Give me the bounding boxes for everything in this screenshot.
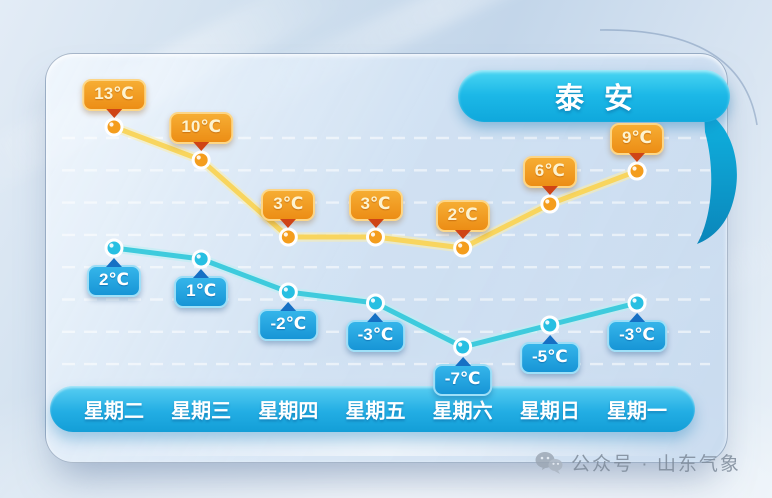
point-highlight bbox=[458, 342, 463, 347]
weekday-label: 星期五 bbox=[345, 400, 406, 423]
weekday-label: 星期二 bbox=[84, 400, 144, 423]
point-highlight bbox=[109, 122, 114, 127]
wechat-icon bbox=[535, 451, 563, 474]
point-highlight bbox=[283, 232, 288, 237]
low-temp-point bbox=[453, 337, 473, 357]
point-highlight bbox=[109, 243, 114, 248]
point-highlight bbox=[545, 320, 550, 325]
high-temp-point bbox=[366, 227, 385, 247]
high-temp-point bbox=[627, 161, 647, 181]
low-temp-point bbox=[191, 249, 211, 269]
point-highlight bbox=[370, 232, 376, 237]
high-temp-point bbox=[453, 238, 473, 258]
point-highlight bbox=[545, 199, 550, 204]
low-temp-point bbox=[627, 293, 647, 313]
weekday-label: 星期一 bbox=[607, 400, 667, 423]
high-temp-point bbox=[104, 117, 124, 137]
point-highlight bbox=[632, 298, 637, 303]
point-highlight bbox=[196, 254, 201, 259]
point-highlight bbox=[458, 243, 463, 248]
point-highlight bbox=[283, 287, 288, 292]
low-temp-point bbox=[366, 293, 385, 313]
low-temp-point bbox=[540, 315, 560, 335]
watermark-text: 公众号 · 山东气象 bbox=[571, 454, 741, 475]
high-temp-point bbox=[278, 227, 298, 247]
weekday-label: 星期三 bbox=[171, 400, 232, 423]
point-highlight bbox=[370, 298, 376, 303]
point-highlight bbox=[632, 166, 637, 171]
weekday-label: 星期六 bbox=[432, 400, 493, 423]
city-banner: 泰安 bbox=[458, 70, 730, 122]
weekday-axis: 星期二 星期三 星期四 星期五 星期六 星期日 星期一 bbox=[50, 386, 695, 432]
high-temp-point bbox=[540, 194, 560, 214]
watermark: 公众号 · 山东气象 bbox=[534, 449, 741, 476]
low-temp-point bbox=[104, 238, 124, 258]
city-name: 泰安 bbox=[554, 83, 653, 115]
high-temp-point bbox=[191, 150, 211, 170]
weekday-label: 星期日 bbox=[519, 400, 580, 423]
weekday-label: 星期四 bbox=[258, 400, 319, 423]
low-temp-point bbox=[278, 282, 298, 302]
point-highlight bbox=[196, 155, 201, 160]
